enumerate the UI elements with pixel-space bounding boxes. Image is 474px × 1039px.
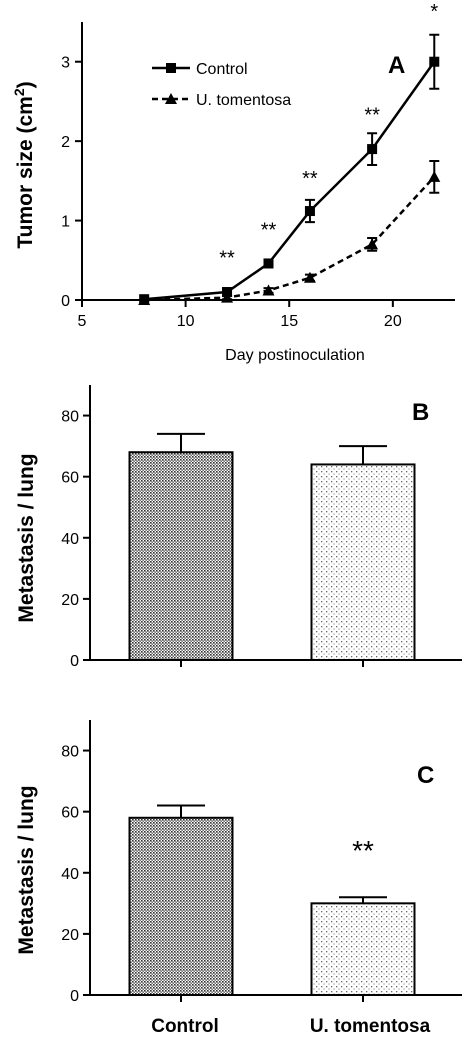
panel-c-bar-tomentosa — [310, 902, 416, 996]
panel-b-letter: B — [412, 399, 429, 426]
panel-c-y-tick-label: 40 — [61, 866, 79, 883]
series-tomentosa-point — [138, 294, 151, 305]
panel-a-x-tick-label: 10 — [177, 313, 195, 330]
panel-a-significance-label: ** — [364, 104, 380, 126]
panel-b-y-tick-label: 0 — [70, 653, 79, 670]
series-control-point — [304, 206, 315, 217]
series-tomentosa-point — [303, 271, 316, 283]
panel-c-significance-label: ** — [352, 835, 374, 866]
panel-c-error-bar — [339, 896, 387, 904]
panel-c-y-axis-title: Metastasis / lung — [15, 785, 38, 954]
panel-a-y-axis-title: Tumor size (cm2) — [11, 81, 37, 248]
panel-a-significance-label: * — [430, 1, 438, 23]
panel-b-bar-tomentosa — [310, 463, 416, 662]
panel-c-error-bar — [157, 804, 205, 818]
panel-a-significance-label: ** — [261, 219, 277, 241]
category-label-control: Control — [151, 1016, 219, 1037]
category-label-tomentosa: U. tomentosa — [310, 1016, 431, 1037]
legend-control-marker — [166, 63, 176, 73]
panel-a-y-tick-label: 0 — [61, 293, 70, 310]
panel-b-y-tick-label: 20 — [61, 592, 79, 609]
panel-b-y-axis-title: Metastasis / lung — [15, 453, 38, 622]
legend-tomentosa-marker — [165, 93, 177, 104]
panel-b-bar-chart: Metastasis / lung 0 20 40 60 80 B — [15, 385, 462, 670]
panel-a-y-tick-label: 1 — [61, 214, 70, 231]
panel-b-y-tick-label: 40 — [61, 531, 79, 548]
series-control-point — [263, 258, 274, 269]
panel-b-error-bar — [157, 432, 205, 453]
panel-c-bar-control — [128, 816, 234, 996]
panel-a-x-tick-label: 15 — [280, 313, 298, 330]
panel-c-y-tick-label: 80 — [61, 744, 79, 761]
panel-b-bar-control — [128, 451, 234, 661]
panel-a-x-tick-label: 5 — [78, 313, 87, 330]
series-tomentosa-point — [221, 291, 234, 303]
series-tomentosa-point — [366, 238, 379, 250]
panel-b-error-bar — [339, 445, 387, 465]
panel-a-legend: Control U. tomentosa — [152, 61, 291, 109]
panel-c-bar-chart: Metastasis / lung 0 20 40 60 80 ** C Control… — [15, 720, 462, 1037]
panel-a-x-tick-label: 20 — [384, 313, 402, 330]
panel-b-y-tick-label: 80 — [61, 409, 79, 426]
panel-a-x-axis-title: Day postinoculation — [225, 347, 365, 364]
legend-tomentosa-label: U. tomentosa — [196, 92, 291, 109]
panel-c-y-tick-label: 0 — [70, 988, 79, 1005]
legend-control-label: Control — [196, 61, 248, 78]
panel-a-y-tick-label: 3 — [61, 55, 70, 72]
panel-a-significance-label: ** — [302, 168, 318, 190]
panel-b-y-tick-label: 60 — [61, 470, 79, 487]
series-control-line — [144, 60, 436, 301]
series-tomentosa-point — [262, 284, 275, 296]
panel-c-letter: C — [417, 762, 434, 789]
series-tomentosa-point — [428, 170, 441, 182]
panel-a-significance-label: ** — [219, 247, 235, 269]
panel-a-y-tick-label: 2 — [61, 134, 70, 151]
series-control-point — [429, 56, 440, 67]
panel-c-y-tick-label: 60 — [61, 805, 79, 822]
series-control-point — [367, 144, 378, 155]
series-tomentosa-line — [144, 176, 436, 302]
panel-a-letter: A — [388, 52, 405, 79]
panel-c-y-tick-label: 20 — [61, 927, 79, 944]
